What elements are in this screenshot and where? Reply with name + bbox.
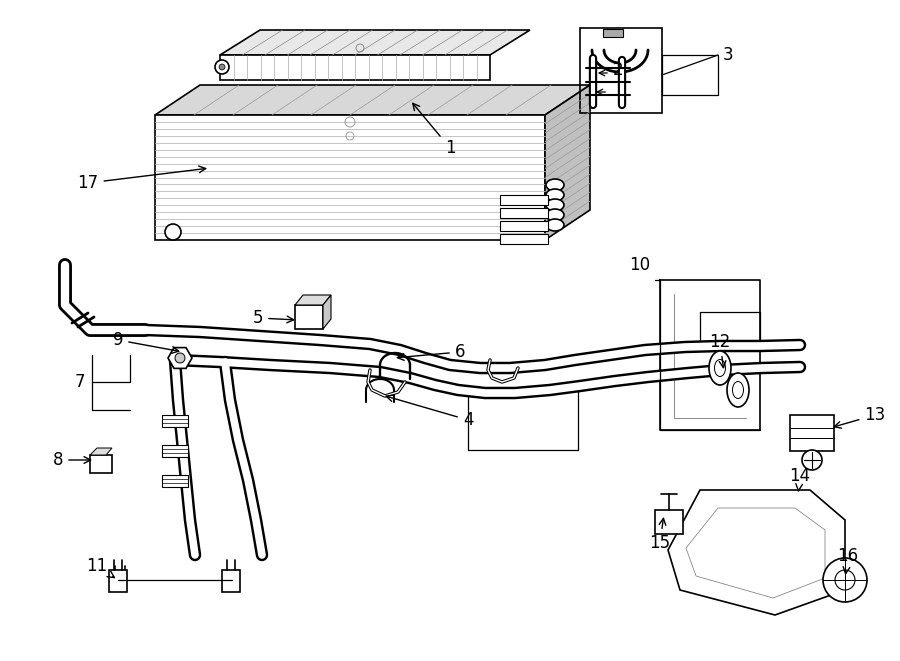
Circle shape bbox=[219, 64, 225, 70]
Polygon shape bbox=[90, 448, 112, 455]
Bar bbox=[109, 570, 127, 592]
Polygon shape bbox=[155, 85, 590, 115]
Text: 2: 2 bbox=[613, 61, 624, 79]
Bar bbox=[500, 234, 548, 244]
Text: 14: 14 bbox=[789, 467, 811, 491]
Circle shape bbox=[802, 450, 822, 470]
Polygon shape bbox=[545, 85, 590, 240]
Bar bbox=[162, 445, 188, 457]
Circle shape bbox=[165, 224, 181, 240]
Bar bbox=[222, 570, 240, 592]
Ellipse shape bbox=[546, 209, 564, 221]
Bar bbox=[655, 510, 683, 534]
Bar bbox=[500, 221, 548, 231]
Text: 6: 6 bbox=[397, 343, 465, 361]
Text: 12: 12 bbox=[709, 333, 731, 368]
Text: 3: 3 bbox=[723, 46, 734, 64]
Bar bbox=[580, 28, 662, 113]
Polygon shape bbox=[220, 55, 490, 80]
Polygon shape bbox=[220, 30, 530, 55]
Polygon shape bbox=[323, 295, 331, 329]
Bar bbox=[500, 195, 548, 205]
Bar bbox=[162, 475, 188, 487]
Ellipse shape bbox=[546, 219, 564, 231]
Polygon shape bbox=[295, 295, 331, 305]
Circle shape bbox=[175, 353, 185, 363]
Text: 13: 13 bbox=[834, 406, 886, 428]
Polygon shape bbox=[155, 115, 545, 240]
Polygon shape bbox=[168, 348, 192, 368]
Text: 4: 4 bbox=[386, 395, 473, 429]
Ellipse shape bbox=[709, 351, 731, 385]
Ellipse shape bbox=[727, 373, 749, 407]
Bar bbox=[295, 305, 323, 329]
Bar bbox=[603, 29, 623, 37]
Circle shape bbox=[215, 60, 229, 74]
Text: 17: 17 bbox=[77, 166, 206, 192]
Text: 5: 5 bbox=[253, 309, 293, 327]
Bar bbox=[90, 455, 112, 473]
Text: 7: 7 bbox=[75, 373, 86, 391]
Text: 15: 15 bbox=[650, 518, 670, 552]
Bar bbox=[500, 208, 548, 218]
Text: 16: 16 bbox=[837, 547, 859, 574]
Ellipse shape bbox=[546, 199, 564, 211]
Bar bbox=[790, 415, 834, 451]
Text: 10: 10 bbox=[629, 256, 651, 274]
Circle shape bbox=[823, 558, 867, 602]
Text: 1: 1 bbox=[413, 103, 455, 157]
Text: 9: 9 bbox=[112, 331, 179, 353]
Bar bbox=[162, 415, 188, 427]
Ellipse shape bbox=[546, 189, 564, 201]
Polygon shape bbox=[668, 490, 845, 615]
Text: 11: 11 bbox=[86, 557, 114, 578]
Ellipse shape bbox=[546, 179, 564, 191]
Text: 8: 8 bbox=[53, 451, 91, 469]
